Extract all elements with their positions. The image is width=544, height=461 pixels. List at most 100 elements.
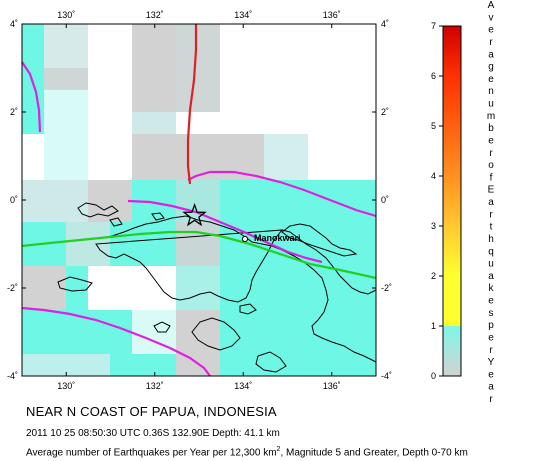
colorbar-label-char: b — [488, 123, 494, 134]
caption-text-end: , Magnitude 5 and Greater, Depth 0-70 km — [280, 447, 468, 459]
y-tick-label: -4˚ — [381, 371, 392, 381]
island-misool — [57, 276, 93, 292]
grid-cell — [176, 68, 220, 112]
city-marker-icon — [241, 235, 249, 243]
colorbar-segment — [443, 226, 461, 276]
colorbar-label-char: q — [488, 246, 494, 257]
plate-boundary-south — [21, 306, 211, 377]
y-tick-label: 2˚ — [10, 107, 18, 117]
y-tick-label: 4˚ — [381, 19, 389, 29]
x-tick-label: 132˚ — [146, 10, 164, 20]
colorbar-label-char: v — [489, 12, 494, 23]
coast-bomberai — [191, 317, 241, 351]
colorbar-segment — [443, 276, 461, 326]
y-tick-label: 0˚ — [381, 195, 389, 205]
colorbar-label-char: e — [488, 369, 494, 380]
colorbar-tick-label: 6 — [431, 71, 436, 81]
colorbar-tick-label: 2 — [431, 271, 436, 281]
event-details: 2011 10 25 08:50:30 UTC 0.36S 132.90E De… — [26, 428, 280, 439]
y-tick-label: -2˚ — [381, 283, 392, 293]
grid-cell — [176, 24, 220, 68]
grid-cell — [176, 266, 220, 310]
caption-text: Average number of Earthquakes per Year p… — [26, 447, 277, 459]
colorbar-label-char: e — [488, 135, 494, 146]
x-tick-label: 134˚ — [234, 381, 252, 391]
colorbar-label-char: p — [488, 320, 494, 331]
island-small — [239, 303, 257, 315]
island-small — [153, 321, 171, 333]
city-label: Manokwari — [254, 233, 301, 243]
fault-line — [186, 24, 198, 185]
plate-boundary-west — [21, 61, 42, 133]
grid-cell — [176, 180, 220, 222]
event-title: NEAR N COAST OF PAPUA, INDONESIA — [26, 404, 277, 419]
island-yapen — [281, 223, 358, 257]
grid-cell — [132, 24, 176, 68]
colorbar-label-char: E — [488, 185, 495, 196]
colorbar-segment — [443, 26, 461, 76]
grid-cell — [22, 180, 88, 222]
colorbar-label-char: A — [488, 0, 495, 11]
map-caption: Average number of Earthquakes per Year p… — [26, 446, 468, 458]
plate-boundaries — [21, 61, 377, 377]
colorbar-frame — [442, 25, 462, 377]
plate-boundary-sorong — [127, 199, 323, 264]
coast-south — [255, 351, 287, 373]
x-tick-label: 134˚ — [234, 10, 252, 20]
colorbar-label-char: a — [488, 382, 494, 393]
y-tick-label: 4˚ — [10, 19, 18, 29]
colorbar-label-char: r — [489, 209, 493, 220]
grid-cell — [132, 112, 176, 134]
grid-cell — [66, 222, 110, 266]
colorbar-segment — [443, 176, 461, 226]
colorbar-tick-label: 0 — [431, 371, 436, 381]
grid-cell — [22, 68, 44, 112]
colorbar-tick-label: 4 — [431, 171, 436, 181]
x-tick-label: 130˚ — [57, 10, 75, 20]
colorbar-segment — [443, 76, 461, 126]
colorbar-label-char: f — [490, 172, 493, 183]
colorbar-segment — [443, 326, 461, 376]
colorbar-label-char: Y — [488, 357, 495, 368]
x-tick-label: 132˚ — [146, 381, 164, 391]
colorbar-segment — [443, 126, 461, 176]
colorbar-label-char: s — [489, 308, 494, 319]
island-small — [151, 212, 165, 221]
y-tick-label: -2˚ — [7, 283, 18, 293]
x-tick-label: 136˚ — [323, 381, 341, 391]
island-waigeo — [77, 202, 119, 218]
colorbar-label-char: e — [488, 296, 494, 307]
colorbar-label-char: g — [488, 62, 494, 73]
colorbar-label-char: m — [487, 111, 495, 122]
subduction-trench — [21, 230, 377, 280]
colorbar-label-char: h — [488, 234, 494, 245]
colorbar-label-char: u — [488, 99, 494, 110]
axis-ticks: 130˚ 130˚ 132˚ 132˚ 134˚ 134˚ 136˚ 136˚ 4˚ 4˚ 2˚ 2˚… — [7, 10, 392, 391]
grid-cell — [132, 180, 376, 222]
colorbar-label-char: e — [488, 74, 494, 85]
island-small — [109, 217, 123, 227]
caption-superscript: 2 — [276, 446, 281, 453]
y-tick-label: 2˚ — [381, 107, 389, 117]
grid-cell — [176, 310, 220, 376]
colorbar-label-char: r — [489, 37, 493, 48]
colorbar-tick-label: 7 — [431, 21, 436, 31]
grid-cell — [176, 222, 220, 266]
grid-cell — [88, 266, 176, 310]
grid-cell — [264, 134, 308, 180]
x-tick-label: 136˚ — [323, 10, 341, 20]
colorbar-label-char: e — [488, 332, 494, 343]
x-tick-label: 130˚ — [57, 381, 75, 391]
colorbar-label-char: t — [490, 222, 493, 233]
colorbar: 01234567AveragenumberofEarthquakesperYea… — [431, 0, 495, 405]
colorbar-label-char: u — [488, 259, 494, 270]
grid-cell — [132, 68, 176, 112]
grid-cell — [22, 24, 44, 68]
colorbar-label-char: a — [488, 49, 494, 60]
grid-cell — [44, 90, 88, 180]
colorbar-label-char: a — [488, 197, 494, 208]
colorbar-label-char: r — [489, 345, 493, 356]
colorbar-tick-label: 5 — [431, 121, 436, 131]
grid-cell — [44, 24, 88, 68]
